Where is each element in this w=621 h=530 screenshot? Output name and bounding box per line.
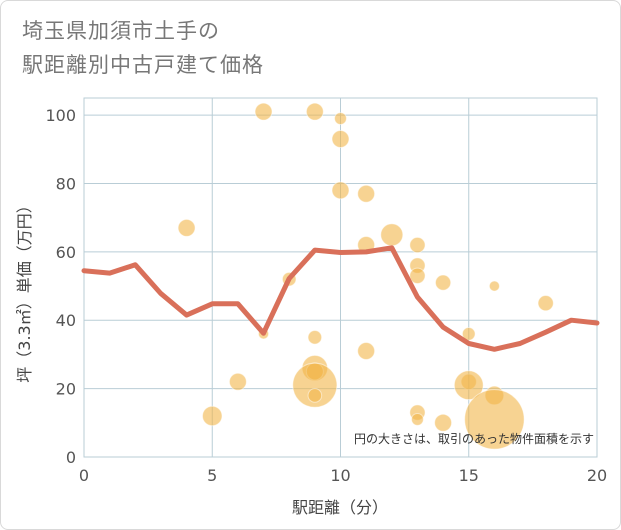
bubble-point <box>461 327 476 341</box>
x-tick-label: 15 <box>459 466 479 485</box>
bubble-point <box>334 112 347 125</box>
bubble-point <box>409 267 426 284</box>
grid-lines <box>83 97 598 458</box>
x-tick-label: 20 <box>587 466 607 485</box>
chart-title: 埼玉県加須市土手の 駅距離別中古戸建て価格 <box>22 14 264 82</box>
bubble-point <box>307 388 323 403</box>
bubble-size-note: 円の大きさは、取引のあった物件面積を示す <box>354 431 594 446</box>
chart-title-line2: 駅距離別中古戸建て価格 <box>22 53 264 77</box>
bubble-point <box>292 362 338 408</box>
average-price-line <box>81 245 600 352</box>
bubble-point <box>228 372 247 391</box>
bubble-point <box>254 102 273 121</box>
bubble-point <box>201 405 223 427</box>
bubble-point <box>357 184 376 203</box>
y-tick-label: 80 <box>56 174 76 193</box>
tick-labels: 0 5 10 15 20 0 20 40 60 80 100 <box>45 106 607 485</box>
bubble-point <box>380 223 404 247</box>
bubble-point <box>453 370 484 401</box>
bubble-point <box>537 294 554 312</box>
y-tick-label: 20 <box>56 380 76 399</box>
y-tick-label: 0 <box>66 448 76 467</box>
bubble-point <box>488 280 500 292</box>
chart-title-line1: 埼玉県加須市土手の <box>22 19 220 43</box>
x-tick-label: 5 <box>207 466 217 485</box>
bubble-layer <box>177 102 554 450</box>
bubble-point <box>464 389 525 450</box>
bubble-point <box>305 102 324 121</box>
bubble-point <box>331 130 350 149</box>
x-axis-title: 駅距離（分） <box>292 498 388 517</box>
x-tick-label: 10 <box>330 466 350 485</box>
y-tick-label: 40 <box>56 311 76 330</box>
bubble-point <box>409 236 426 254</box>
y-axis-title: 坪（3.3㎡）単価（万円） <box>15 197 34 382</box>
bubble-point <box>307 330 323 345</box>
y-tick-label: 100 <box>45 106 76 125</box>
bubble-point <box>411 412 424 426</box>
bubble-point <box>434 413 453 432</box>
y-tick-label: 60 <box>56 243 76 262</box>
x-tick-label: 0 <box>79 466 89 485</box>
bubble-point <box>331 181 350 200</box>
bubble-point <box>357 342 376 361</box>
bubble-point <box>434 274 452 291</box>
bubble-point <box>177 218 196 237</box>
